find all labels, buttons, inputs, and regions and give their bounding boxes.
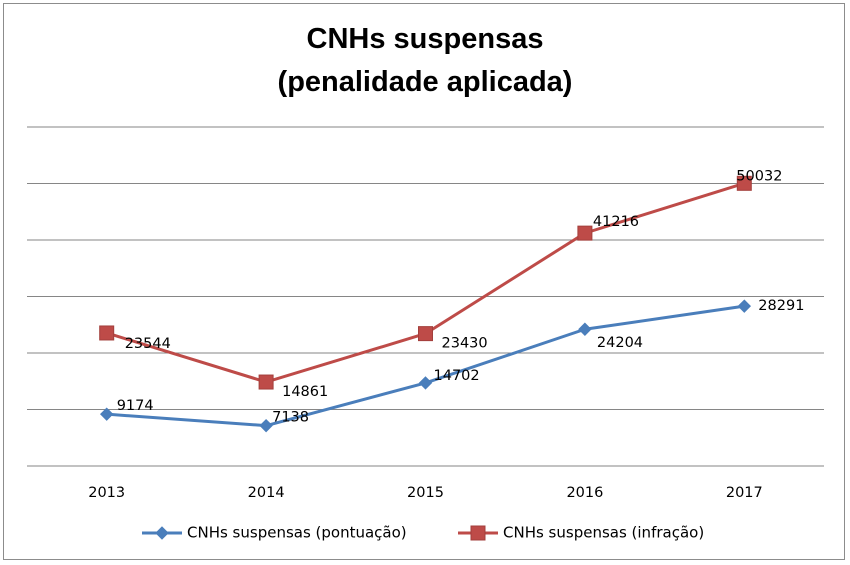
data-label: 50032 [736,168,782,184]
data-labels: 9174 7138 14702 24204 28291 23544 14861 23430 41… [117,168,805,425]
series-line [106,304,745,428]
x-tick-label: 2014 [248,485,285,501]
legend-marker [155,526,169,540]
data-point [99,407,114,421]
x-tick-label: 2016 [566,485,603,501]
data-label: 7138 [272,410,309,426]
data-label: 14702 [434,368,480,384]
data-point [418,326,433,342]
data-point [99,325,115,341]
x-tick-label: 2015 [407,485,444,501]
x-axis: 2013 2014 2015 2016 2017 [88,485,763,501]
legend: CNHs suspensas (pontuação) CNHs suspensas… [142,524,704,542]
data-point [736,175,752,191]
data-point [258,374,274,390]
chart-title: CNHs suspensas [307,23,544,55]
chart-subtitle: (penalidade aplicada) [278,66,573,98]
series-line [106,181,745,384]
data-label: 24204 [597,335,643,351]
legend-label: CNHs suspensas (pontuação) [187,524,407,542]
data-label: 23544 [125,336,171,352]
data-point [418,376,433,390]
data-label: 23430 [442,336,488,352]
legend-marker [470,525,486,541]
data-point [578,322,592,336]
legend-label: CNHs suspensas (infração) [503,524,704,542]
chart-area [3,3,845,560]
data-point [259,418,273,433]
gridlines [27,126,824,467]
x-tick-label: 2017 [726,485,763,501]
data-label: 41216 [593,214,639,230]
data-point [737,299,752,313]
plot-series [99,175,752,433]
data-point [577,225,593,241]
data-label: 9174 [117,398,154,414]
data-label: 28291 [758,298,804,314]
x-tick-label: 2013 [88,485,125,501]
data-label: 14861 [282,384,328,400]
